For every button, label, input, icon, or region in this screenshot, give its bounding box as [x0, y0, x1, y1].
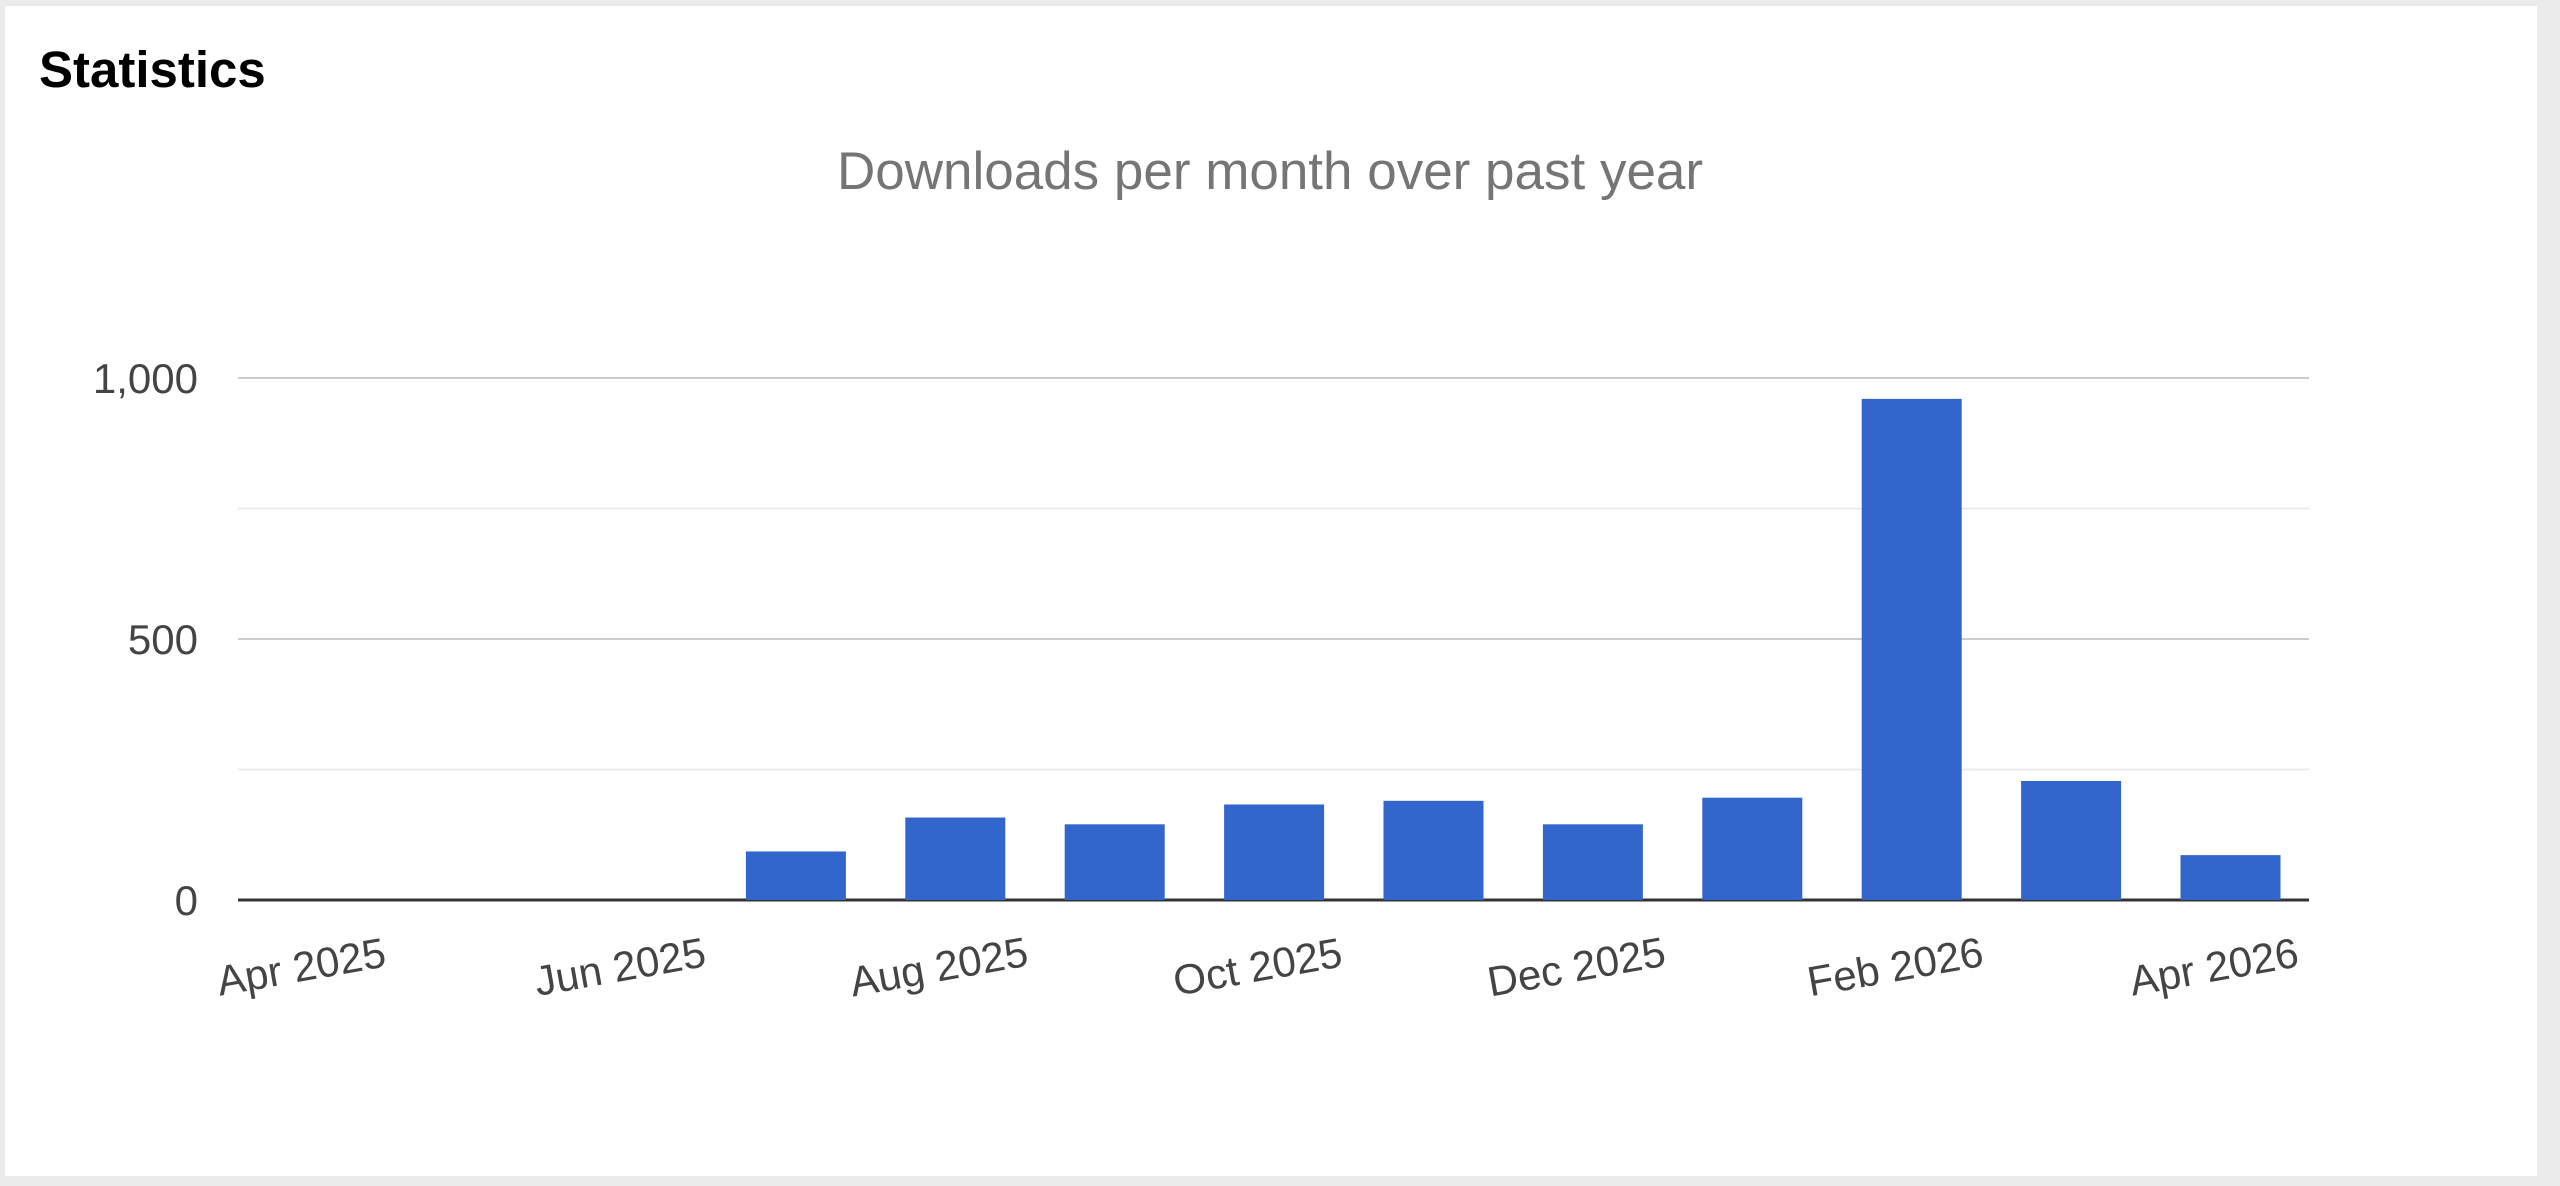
- x-tick-label: Jun 2025: [531, 929, 709, 1005]
- chart-title: Downloads per month over past year: [837, 142, 1703, 201]
- x-tick-label: Aug 2025: [846, 928, 1031, 1006]
- y-tick-label: 500: [128, 616, 198, 663]
- statistics-panel: Statistics Downloads per month over past…: [5, 6, 2537, 1176]
- bar: [1383, 800, 1484, 900]
- bar: [745, 851, 846, 900]
- bar: [1064, 824, 1165, 900]
- y-tick-label: 0: [175, 877, 198, 924]
- y-axis-labels: 0 500 1,000: [93, 355, 198, 924]
- x-tick-label: Apr 2025: [213, 929, 389, 1005]
- bar: [1702, 797, 1803, 900]
- bar-series: [745, 398, 2281, 900]
- x-tick-label: Apr 2026: [2126, 929, 2302, 1005]
- bar: [1861, 398, 1962, 900]
- bar: [905, 817, 1006, 900]
- x-tick-label: Oct 2025: [1170, 929, 1346, 1005]
- x-axis-labels: Apr 2025 Jun 2025 Aug 2025 Oct 2025 Dec 2025…: [213, 928, 2302, 1006]
- bar: [2021, 780, 2122, 900]
- panel-title: Statistics: [39, 41, 266, 98]
- y-tick-label: 1,000: [93, 355, 198, 402]
- bar: [1224, 804, 1325, 900]
- x-tick-label: Feb 2026: [1804, 928, 1987, 1005]
- downloads-bar-chart: Downloads per month over past year 0 500 1…: [93, 142, 2309, 1006]
- bar: [1542, 824, 1643, 900]
- gridlines: [238, 377, 2309, 902]
- bar: [2180, 855, 2281, 900]
- x-tick-label: Dec 2025: [1484, 928, 1669, 1006]
